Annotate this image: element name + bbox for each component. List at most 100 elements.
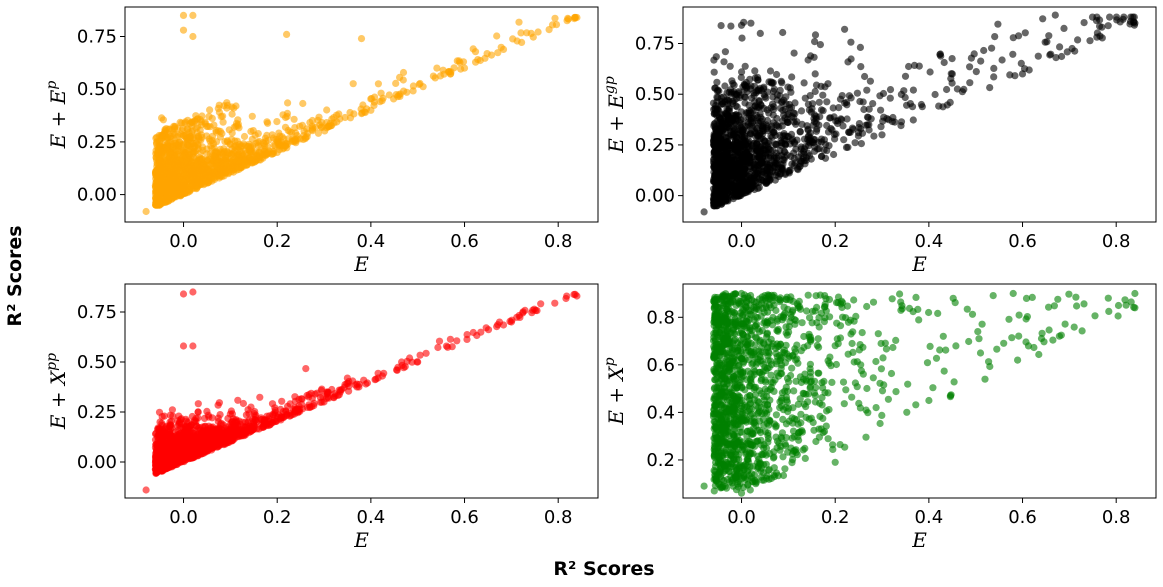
scatter-point bbox=[156, 188, 164, 196]
figure-x-label: R² Scores bbox=[553, 558, 654, 580]
scatter-point bbox=[892, 388, 900, 396]
scatter-point bbox=[303, 125, 311, 133]
scatter-point bbox=[739, 115, 747, 123]
scatter-point bbox=[768, 167, 777, 175]
scatter-point bbox=[302, 365, 310, 373]
scatter-point bbox=[808, 105, 816, 113]
scatter-point bbox=[225, 126, 233, 134]
scatter-point bbox=[152, 429, 160, 437]
scatter-point bbox=[519, 308, 527, 316]
scatter-point bbox=[797, 107, 806, 115]
scatter-point bbox=[772, 141, 780, 149]
scatter-point bbox=[167, 421, 175, 429]
scatter-point bbox=[901, 93, 909, 102]
scatter-point bbox=[248, 135, 256, 143]
scatter-point bbox=[841, 25, 849, 33]
figure-y-label: R² Scores bbox=[4, 225, 26, 326]
scatter-point bbox=[188, 453, 196, 461]
scatter-point bbox=[712, 197, 720, 205]
scatter-point bbox=[165, 170, 173, 178]
y-tick-label: 0.75 bbox=[77, 302, 117, 323]
scatter-point bbox=[414, 358, 422, 366]
scatter-point bbox=[213, 162, 221, 170]
scatter-point bbox=[374, 80, 382, 88]
scatter-point bbox=[205, 413, 213, 421]
scatter-point bbox=[1058, 52, 1066, 61]
scatter-point bbox=[712, 111, 721, 119]
scatter-point bbox=[787, 104, 796, 112]
scatter-point bbox=[206, 425, 214, 433]
scatter-point bbox=[323, 106, 331, 114]
scatter-point bbox=[400, 87, 408, 95]
scatter-point bbox=[1114, 312, 1122, 320]
scatter-point bbox=[163, 461, 171, 469]
scatter-point bbox=[860, 105, 868, 114]
scatter-point bbox=[177, 435, 185, 443]
scatter-points bbox=[142, 11, 581, 216]
scatter-point bbox=[816, 41, 825, 49]
scatter-point bbox=[771, 159, 779, 167]
scatter-point bbox=[905, 62, 913, 71]
scatter-point bbox=[256, 393, 264, 401]
scatter-point bbox=[187, 442, 195, 450]
scatter-point bbox=[303, 391, 311, 400]
scatter-point bbox=[842, 143, 851, 151]
scatter-point bbox=[727, 22, 735, 30]
scatter-point bbox=[1078, 327, 1086, 335]
scatter-point bbox=[960, 85, 968, 93]
scatter-point bbox=[158, 441, 166, 449]
scatter-point bbox=[1047, 50, 1055, 58]
scatter-point bbox=[341, 381, 349, 389]
scatter-point bbox=[912, 401, 920, 409]
scatter-point bbox=[324, 393, 332, 401]
scatter-point bbox=[455, 57, 463, 65]
scatter-point bbox=[750, 89, 758, 97]
scatter-point bbox=[724, 96, 732, 104]
scatter-point bbox=[749, 107, 757, 115]
scatter-point bbox=[444, 343, 452, 351]
y-tick-label: 0.50 bbox=[635, 84, 675, 105]
scatter-point bbox=[909, 116, 917, 124]
scatter-point bbox=[1080, 19, 1088, 27]
scatter-point bbox=[185, 186, 193, 194]
scatter-point bbox=[779, 28, 787, 37]
scatter-point bbox=[936, 51, 944, 59]
scatter-point bbox=[842, 98, 851, 106]
scatter-point bbox=[733, 91, 741, 99]
scatter-point bbox=[415, 80, 423, 88]
scatter-point bbox=[288, 137, 296, 146]
scatter-point bbox=[847, 38, 855, 46]
scatter-point bbox=[857, 140, 866, 148]
scatter-point bbox=[746, 131, 754, 139]
scatter-point bbox=[264, 136, 273, 144]
scatter-point bbox=[709, 185, 718, 193]
scatter-point bbox=[446, 335, 454, 343]
scatter-point bbox=[818, 152, 826, 161]
scatter-point bbox=[162, 447, 170, 455]
scatter-point bbox=[227, 427, 235, 435]
scatter-point bbox=[179, 26, 188, 34]
scatter-point bbox=[331, 392, 339, 400]
scatter-point bbox=[810, 53, 818, 61]
scatter-point bbox=[371, 376, 379, 384]
scatter-point bbox=[853, 89, 862, 97]
scatter-point bbox=[176, 447, 184, 455]
scatter-point bbox=[212, 427, 220, 435]
scatter-point bbox=[223, 434, 231, 442]
scatter-point bbox=[1096, 32, 1104, 40]
scatter-point bbox=[866, 77, 875, 85]
scatter-point bbox=[393, 366, 401, 374]
scatter-point bbox=[749, 153, 757, 162]
scatter-point bbox=[801, 143, 810, 151]
scatter-point bbox=[1034, 52, 1042, 60]
scatter-point bbox=[363, 379, 371, 387]
scatter-point bbox=[273, 118, 281, 126]
scatter-point bbox=[398, 358, 406, 366]
scatter-point bbox=[751, 171, 759, 179]
scatter-point bbox=[814, 138, 823, 146]
scatter-point bbox=[977, 57, 985, 65]
scatter-point bbox=[228, 110, 236, 118]
scatter-point bbox=[821, 83, 829, 91]
scatter-point bbox=[164, 436, 173, 444]
scatter-point bbox=[228, 151, 236, 159]
